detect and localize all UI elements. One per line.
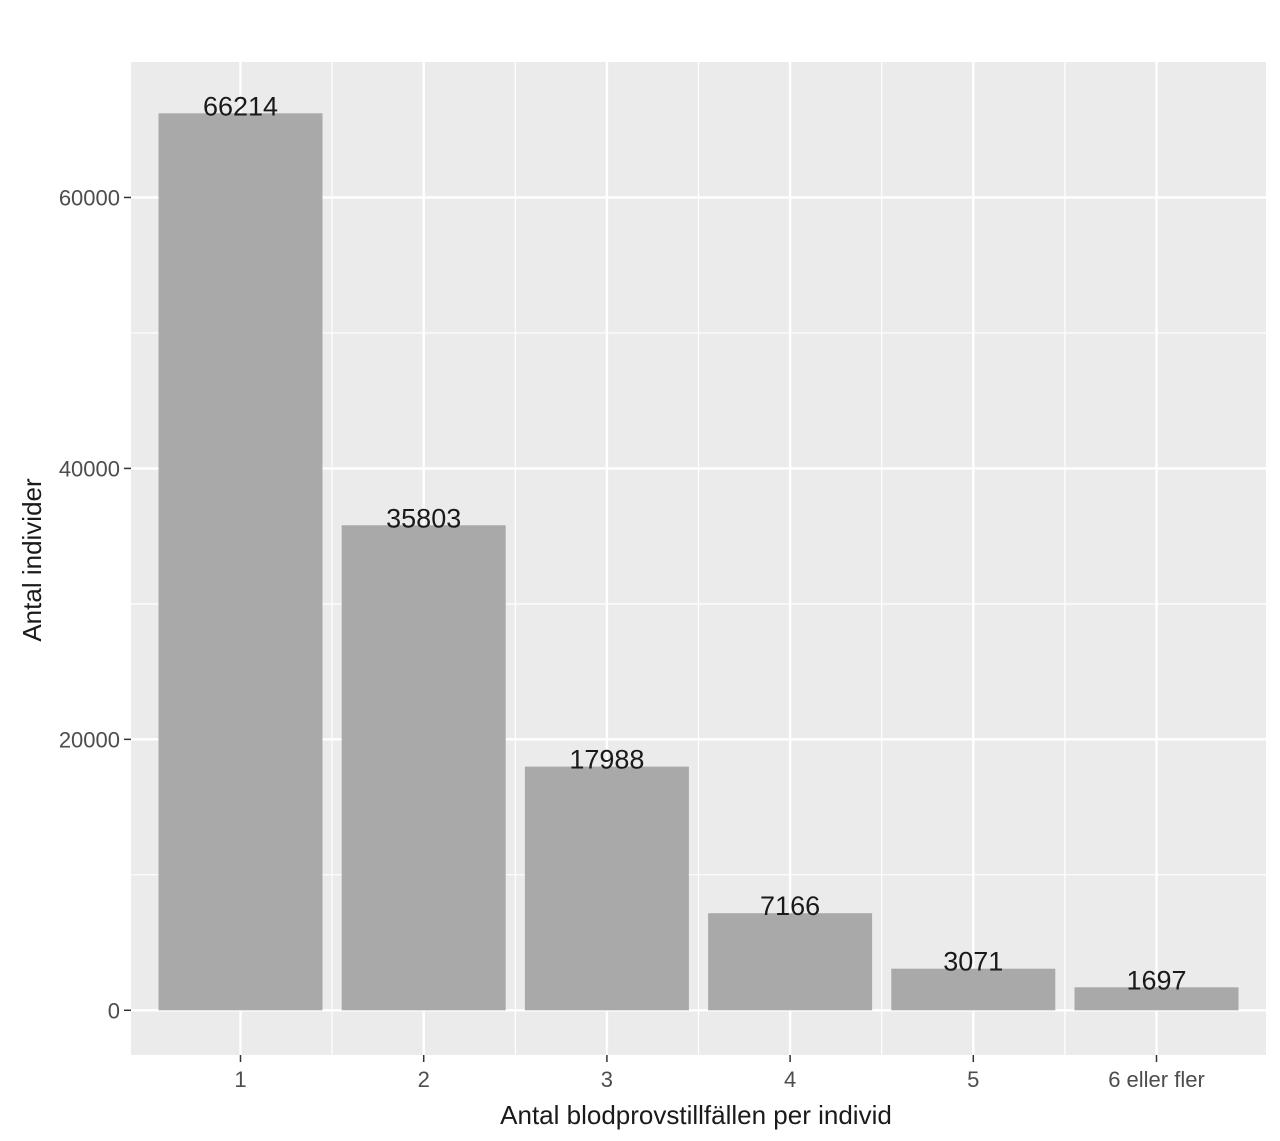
x-tick-label: 2 — [418, 1067, 430, 1092]
bar-value-labels: 66214 35803 17988 7166 3071 1697 — [203, 91, 1187, 995]
bar-value-label: 1697 — [1126, 965, 1186, 995]
bar-value-label: 7166 — [760, 891, 820, 921]
y-tick-label: 0 — [108, 998, 120, 1023]
y-tick-label: 40000 — [59, 456, 120, 481]
bar — [708, 913, 873, 1011]
bar — [158, 113, 323, 1011]
bar — [341, 525, 506, 1011]
bar — [524, 766, 689, 1011]
x-tick-label: 3 — [601, 1067, 613, 1092]
x-tick-label: 6 eller fler — [1108, 1067, 1205, 1092]
x-tick-label: 5 — [967, 1067, 979, 1092]
bars — [158, 113, 1239, 1011]
x-tick-label: 4 — [784, 1067, 796, 1092]
bar-value-label: 3071 — [943, 947, 1003, 977]
y-tick-label: 60000 — [59, 185, 120, 210]
bar-value-label: 17988 — [569, 745, 644, 775]
y-axis-title: Antal individer — [17, 478, 47, 642]
x-tick-label: 1 — [234, 1067, 246, 1092]
x-axis: 1 2 3 4 5 6 eller fler — [234, 1055, 1205, 1092]
y-tick-label: 20000 — [59, 727, 120, 752]
bar-value-label: 66214 — [203, 91, 278, 121]
bar-value-label: 35803 — [386, 503, 461, 533]
bar — [1074, 987, 1239, 1011]
bar — [891, 968, 1056, 1011]
x-axis-title: Antal blodprovstillfällen per individ — [500, 1100, 892, 1130]
y-axis: 0 20000 40000 60000 — [59, 185, 131, 1023]
